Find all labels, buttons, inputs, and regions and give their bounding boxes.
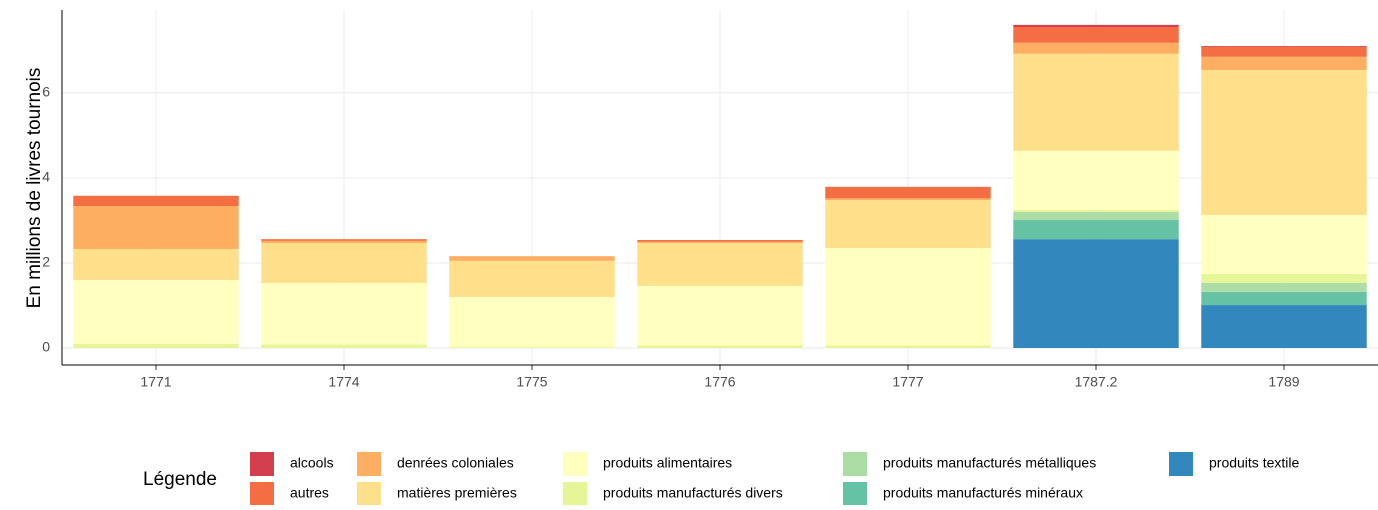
legend-label: alcools: [290, 455, 334, 471]
bar-segment: [637, 345, 803, 348]
legend-label: produits manufacturés métalliques: [883, 455, 1096, 471]
bar-segment: [1201, 46, 1367, 57]
bar-segment: [261, 239, 427, 241]
bar-segment: [1013, 239, 1179, 348]
bar-segment: [1013, 42, 1179, 54]
bar-segment: [825, 186, 991, 199]
bar-segment: [637, 285, 803, 346]
bar-segment: [1201, 282, 1367, 292]
bar-segment: [825, 248, 991, 346]
legend-label: produits manufacturés minéraux: [883, 485, 1083, 501]
bar-segment: [825, 198, 991, 201]
bar-segment: [1013, 24, 1179, 28]
bar-segment: [261, 242, 427, 283]
legend-label: denrées coloniales: [397, 455, 514, 471]
bar-segment: [1013, 53, 1179, 151]
x-tick-label: 1789: [1268, 374, 1299, 390]
x-tick-label: 1775: [516, 374, 547, 390]
bar-segment: [1013, 209, 1179, 212]
bar-segment: [1201, 69, 1367, 215]
y-tick-label: 6: [42, 84, 50, 100]
bar-segment: [261, 344, 427, 348]
legend-label: matières premières: [397, 485, 517, 501]
bar-segment: [449, 260, 615, 297]
x-tick-label: 1774: [328, 374, 359, 390]
legend-swatch: [1169, 452, 1193, 476]
bar-segment: [637, 240, 803, 242]
legend-swatch: [250, 482, 274, 506]
legend-swatch: [250, 452, 274, 476]
bar-segment: [1013, 220, 1179, 240]
bar-segment: [825, 200, 991, 249]
legend-title: Légende: [143, 469, 217, 490]
legend-swatch: [843, 452, 867, 476]
bar-segment: [73, 195, 239, 206]
bar-segment: [1013, 27, 1179, 43]
legend-label: produits alimentaires: [603, 455, 732, 471]
x-tick-label: 1776: [704, 374, 735, 390]
legend-swatch: [357, 482, 381, 506]
y-tick-label: 0: [42, 339, 50, 355]
bar-segment: [637, 242, 803, 286]
bar-segment: [825, 345, 991, 348]
bar-segment: [1201, 46, 1367, 47]
bar-segment: [1201, 56, 1367, 70]
bar-segment: [637, 241, 803, 243]
legend-swatch: [843, 482, 867, 506]
y-tick-label: 4: [42, 169, 50, 185]
x-tick-label: 1771: [140, 374, 171, 390]
legend-swatch: [357, 452, 381, 476]
bar-segment: [1201, 291, 1367, 306]
x-tick-label: 1787.2: [1075, 374, 1118, 390]
legend-label: produits textile: [1209, 455, 1299, 471]
legend-label: produits manufacturés divers: [603, 485, 783, 501]
legend-swatch: [563, 482, 587, 506]
bar-segment: [1201, 274, 1367, 283]
bar-segment: [73, 279, 239, 344]
x-tick-label: 1777: [892, 374, 923, 390]
y-axis-label: En millions de livres tournois: [24, 68, 45, 309]
bar-segment: [449, 256, 615, 261]
bar-segment: [1013, 150, 1179, 210]
legend-swatch: [563, 452, 587, 476]
bar-segment: [73, 248, 239, 280]
bar-segment: [449, 347, 615, 348]
bar-segment: [1201, 214, 1367, 275]
bar-segment: [449, 296, 615, 348]
bar-segment: [73, 205, 239, 249]
bar-segment: [1013, 211, 1179, 221]
bar-segment: [261, 240, 427, 243]
bar-segment: [73, 343, 239, 348]
bar-segment: [1201, 305, 1367, 348]
y-tick-label: 2: [42, 254, 50, 270]
bar-segment: [261, 282, 427, 345]
legend-label: autres: [290, 485, 329, 501]
